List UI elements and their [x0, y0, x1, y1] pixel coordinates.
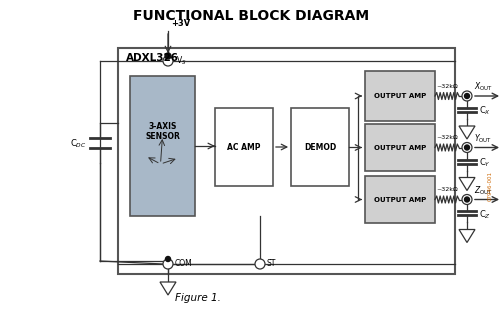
Text: 3-AXIS: 3-AXIS — [148, 121, 176, 131]
Text: +3V: +3V — [171, 19, 190, 27]
Circle shape — [165, 257, 170, 262]
Bar — [364, 124, 434, 171]
Text: DEMOD: DEMOD — [303, 143, 336, 151]
Text: AC AMP: AC AMP — [227, 143, 260, 151]
Text: ~32kΩ: ~32kΩ — [435, 135, 457, 140]
Circle shape — [463, 145, 468, 150]
Circle shape — [163, 56, 173, 66]
Text: $X_{\mathsf{OUT}}$: $X_{\mathsf{OUT}}$ — [473, 81, 492, 93]
Text: ~32kΩ: ~32kΩ — [435, 187, 457, 192]
Bar — [291, 108, 348, 186]
Text: V$_S$: V$_S$ — [176, 55, 186, 67]
Circle shape — [165, 53, 171, 59]
Circle shape — [461, 91, 471, 101]
Text: C$_{DC}$: C$_{DC}$ — [70, 138, 86, 150]
Bar — [118, 48, 454, 274]
Text: SENSOR: SENSOR — [145, 131, 179, 141]
Text: ST: ST — [267, 259, 276, 269]
Text: ~32kΩ: ~32kΩ — [435, 83, 457, 88]
Text: FUNCTIONAL BLOCK DIAGRAM: FUNCTIONAL BLOCK DIAGRAM — [133, 9, 368, 23]
Text: ADXL326: ADXL326 — [126, 53, 179, 63]
Polygon shape — [458, 229, 474, 242]
Circle shape — [461, 195, 471, 204]
Text: OUTPUT AMP: OUTPUT AMP — [373, 197, 425, 203]
Text: C$_Z$: C$_Z$ — [478, 208, 490, 221]
Polygon shape — [458, 178, 474, 191]
Polygon shape — [458, 126, 474, 139]
Bar — [364, 176, 434, 223]
Circle shape — [463, 94, 468, 99]
Text: OUTPUT AMP: OUTPUT AMP — [373, 144, 425, 150]
Bar — [130, 76, 194, 216]
Text: $Z_{\mathsf{OUT}}$: $Z_{\mathsf{OUT}}$ — [473, 184, 491, 197]
Circle shape — [255, 259, 265, 269]
Text: C$_Y$: C$_Y$ — [478, 156, 490, 169]
Text: 07946-001: 07946-001 — [486, 171, 491, 201]
Text: $Y_{\mathsf{OUT}}$: $Y_{\mathsf{OUT}}$ — [473, 132, 491, 145]
Circle shape — [463, 197, 468, 202]
Bar — [214, 108, 273, 186]
Bar — [364, 71, 434, 121]
Text: OUTPUT AMP: OUTPUT AMP — [373, 93, 425, 99]
Circle shape — [163, 259, 173, 269]
Text: C$_X$: C$_X$ — [478, 105, 490, 117]
Polygon shape — [160, 282, 176, 295]
Circle shape — [461, 143, 471, 153]
Text: COM: COM — [175, 259, 192, 269]
Text: Figure 1.: Figure 1. — [175, 293, 220, 303]
